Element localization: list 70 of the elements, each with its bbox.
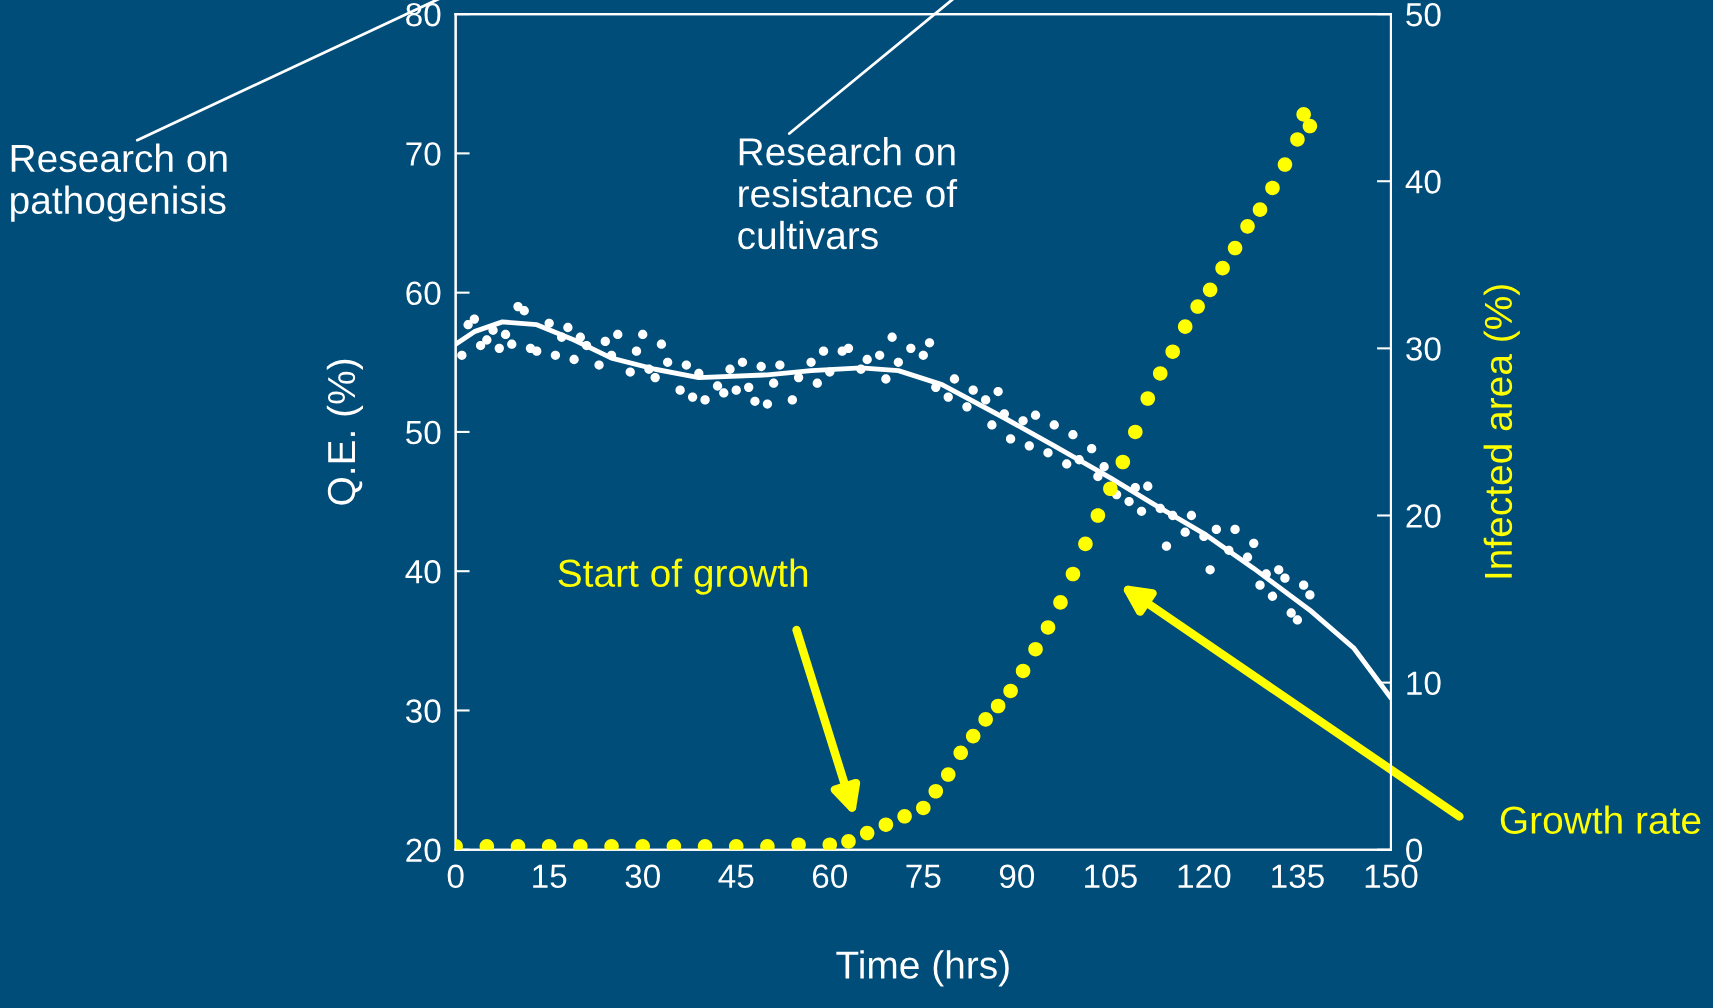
point — [1078, 536, 1093, 552]
text: Growth rate — [1500, 805, 1701, 834]
point — [1128, 424, 1143, 440]
point — [1252, 202, 1268, 217]
point — [791, 837, 806, 850]
x-tick-label: 15 — [533, 864, 567, 889]
point — [1140, 391, 1156, 406]
point — [1265, 180, 1280, 196]
x-tick-label: 105 — [1085, 864, 1137, 889]
point — [1215, 260, 1230, 276]
y2-tick-label: 50 — [1406, 2, 1441, 27]
point — [1296, 107, 1311, 122]
y2-tick-label: 20 — [1406, 504, 1441, 528]
point — [1277, 157, 1293, 172]
point — [1065, 566, 1081, 582]
point — [940, 767, 956, 782]
x-tick-label: 0 — [447, 864, 464, 889]
y-tick-label: 60 — [406, 281, 441, 306]
point — [1103, 481, 1118, 497]
y-axis-title: Q.E. (%) — [326, 359, 364, 505]
point — [1028, 641, 1043, 657]
point — [859, 825, 875, 841]
y2-tick-label: 30 — [1406, 337, 1441, 361]
point — [953, 745, 968, 761]
point — [1015, 663, 1031, 679]
point — [841, 834, 856, 849]
x-tick-label: 30 — [625, 864, 660, 889]
point — [1003, 683, 1018, 699]
y-tick-label: 30 — [405, 699, 441, 723]
point — [965, 728, 981, 744]
point — [1177, 319, 1193, 334]
point — [990, 698, 1006, 714]
point — [1152, 366, 1168, 381]
point — [878, 817, 894, 832]
x-tick-label: 150 — [1365, 864, 1418, 889]
point — [1053, 595, 1068, 610]
point — [928, 783, 944, 799]
x-tick-label: 120 — [1178, 864, 1231, 889]
annotation: Start of growth — [558, 558, 808, 595]
y2-tick-label: 0 — [1406, 838, 1423, 863]
y2-tick-label: 10 — [1407, 671, 1441, 696]
point — [897, 809, 912, 824]
point — [822, 837, 838, 850]
y-tick-label: 20 — [406, 838, 441, 863]
y2-tick-label: 40 — [1405, 170, 1441, 194]
y-tick-label: 50 — [406, 420, 441, 445]
x-tick-label: 135 — [1272, 864, 1324, 889]
text: Research on pathogenisis — [11, 143, 227, 222]
x-axis-title: Time (hrs) — [836, 950, 1009, 987]
y2-axis-title: Infected area (%) — [1483, 285, 1520, 578]
point — [1302, 118, 1318, 134]
point — [1165, 344, 1180, 359]
point — [916, 800, 931, 816]
x-tick-label: 60 — [812, 864, 848, 889]
point — [1227, 240, 1243, 256]
point — [1115, 454, 1131, 470]
x-tick-label: 45 — [718, 864, 754, 889]
y-tick-label: 80 — [406, 2, 441, 27]
point — [1090, 508, 1106, 523]
x-tick-label: 75 — [906, 864, 941, 889]
point — [1190, 299, 1205, 314]
y-tick-label: 40 — [405, 560, 441, 584]
point — [1202, 282, 1218, 298]
x-tick-label: 90 — [999, 864, 1035, 889]
annotation: Research on resistance of cultivars — [738, 137, 958, 250]
point — [1240, 219, 1255, 234]
y-tick-label: 70 — [406, 142, 441, 166]
point — [1040, 620, 1056, 635]
point — [978, 712, 993, 727]
point — [1290, 132, 1305, 147]
